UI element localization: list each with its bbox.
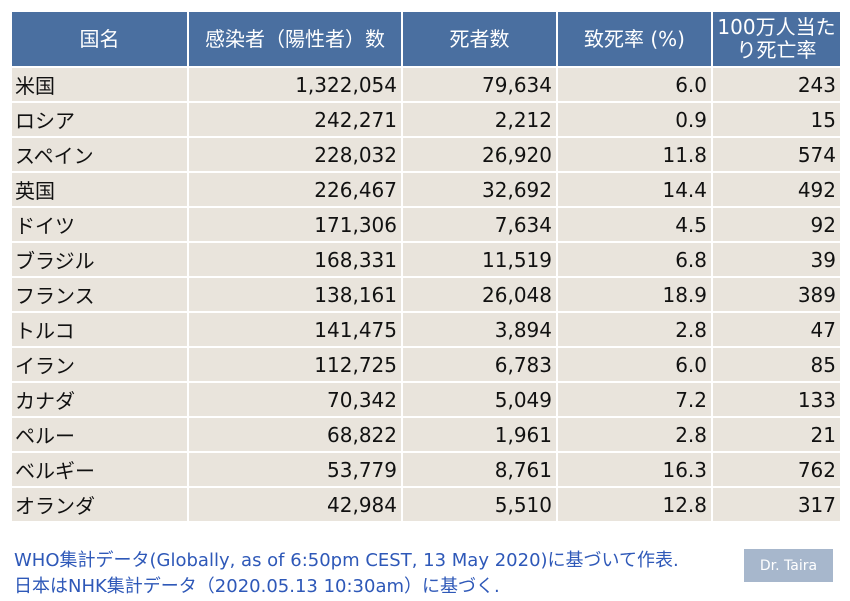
table-row: カナダ 70,342 5,049 7.2 133 — [10, 381, 842, 418]
table-row: ドイツ 171,306 7,634 4.5 92 — [10, 206, 842, 243]
cell-deaths-per-million: 762 — [711, 451, 842, 488]
cell-infected: 68,822 — [187, 416, 403, 453]
cell-fatality-rate: 18.9 — [556, 276, 713, 313]
cell-deaths-per-million: 574 — [711, 136, 842, 173]
header-country: 国名 — [10, 10, 189, 68]
author-badge: Dr. Taira — [744, 549, 833, 582]
cell-deaths: 3,894 — [401, 311, 558, 348]
cell-country: 米国 — [10, 66, 189, 103]
cell-deaths-per-million: 15 — [711, 101, 842, 138]
table-row: オランダ 42,984 5,510 12.8 317 — [10, 486, 842, 523]
cell-deaths: 5,049 — [401, 381, 558, 418]
cell-deaths: 32,692 — [401, 171, 558, 208]
cell-fatality-rate: 11.8 — [556, 136, 713, 173]
table-row: ロシア 242,271 2,212 0.9 15 — [10, 101, 842, 138]
cell-fatality-rate: 2.8 — [556, 311, 713, 348]
cell-deaths-per-million: 243 — [711, 66, 842, 103]
table-row: イラン 112,725 6,783 6.0 85 — [10, 346, 842, 383]
cell-infected: 53,779 — [187, 451, 403, 488]
cell-deaths-per-million: 389 — [711, 276, 842, 313]
cell-deaths: 1,961 — [401, 416, 558, 453]
header-deaths-per-million: 100万人当たり死亡率 — [711, 10, 842, 68]
cell-fatality-rate: 6.0 — [556, 346, 713, 383]
cell-deaths: 6,783 — [401, 346, 558, 383]
cell-country: ペルー — [10, 416, 189, 453]
table-row: スペイン 228,032 26,920 11.8 574 — [10, 136, 842, 173]
cell-fatality-rate: 4.5 — [556, 206, 713, 243]
cell-country: イラン — [10, 346, 189, 383]
cell-deaths: 2,212 — [401, 101, 558, 138]
cell-country: 英国 — [10, 171, 189, 208]
cell-deaths-per-million: 47 — [711, 311, 842, 348]
cell-deaths: 5,510 — [401, 486, 558, 523]
cell-deaths-per-million: 92 — [711, 206, 842, 243]
cell-infected: 138,161 — [187, 276, 403, 313]
cell-infected: 42,984 — [187, 486, 403, 523]
cell-country: オランダ — [10, 486, 189, 523]
cell-fatality-rate: 14.4 — [556, 171, 713, 208]
cell-infected: 171,306 — [187, 206, 403, 243]
cell-fatality-rate: 16.3 — [556, 451, 713, 488]
table-row: ブラジル 168,331 11,519 6.8 39 — [10, 241, 842, 278]
cell-infected: 112,725 — [187, 346, 403, 383]
cell-infected: 70,342 — [187, 381, 403, 418]
cell-infected: 242,271 — [187, 101, 403, 138]
cell-country: ロシア — [10, 101, 189, 138]
cell-deaths-per-million: 39 — [711, 241, 842, 278]
table-row: ペルー 68,822 1,961 2.8 21 — [10, 416, 842, 453]
cell-infected: 226,467 — [187, 171, 403, 208]
cell-fatality-rate: 2.8 — [556, 416, 713, 453]
cell-infected: 168,331 — [187, 241, 403, 278]
cell-country: カナダ — [10, 381, 189, 418]
cell-infected: 141,475 — [187, 311, 403, 348]
cell-country: スペイン — [10, 136, 189, 173]
cell-deaths: 79,634 — [401, 66, 558, 103]
cell-fatality-rate: 6.0 — [556, 66, 713, 103]
cell-fatality-rate: 7.2 — [556, 381, 713, 418]
cell-country: ベルギー — [10, 451, 189, 488]
cell-deaths-per-million: 133 — [711, 381, 842, 418]
cell-country: ドイツ — [10, 206, 189, 243]
table-body: 米国 1,322,054 79,634 6.0 243 ロシア 242,271 2,212 0.… — [10, 66, 842, 523]
cell-deaths-per-million: 85 — [711, 346, 842, 383]
cell-infected: 228,032 — [187, 136, 403, 173]
table-row: 米国 1,322,054 79,634 6.0 243 — [10, 66, 842, 103]
cell-fatality-rate: 12.8 — [556, 486, 713, 523]
cell-infected: 1,322,054 — [187, 66, 403, 103]
header-row: 国名 感染者（陽性者）数 死者数 致死率 (%) 100万人当たり死亡率 — [10, 10, 842, 68]
covid-stats-table: 国名 感染者（陽性者）数 死者数 致死率 (%) 100万人当たり死亡率 米国 1… — [10, 10, 842, 523]
cell-deaths-per-million: 317 — [711, 486, 842, 523]
cell-fatality-rate: 6.8 — [556, 241, 713, 278]
cell-deaths: 8,761 — [401, 451, 558, 488]
cell-deaths: 11,519 — [401, 241, 558, 278]
cell-deaths: 26,920 — [401, 136, 558, 173]
cell-country: トルコ — [10, 311, 189, 348]
footnote-source: WHO集計データ(Globally, as of 6:50pm CEST, 13… — [14, 550, 679, 571]
footnote-japan: 日本はNHK集計データ（2020.05.13 10:30am）に基づく. — [14, 576, 500, 597]
header-fatality-rate: 致死率 (%) — [556, 10, 713, 68]
cell-deaths: 7,634 — [401, 206, 558, 243]
header-infected: 感染者（陽性者）数 — [187, 10, 403, 68]
table-row: ベルギー 53,779 8,761 16.3 762 — [10, 451, 842, 488]
table-row: トルコ 141,475 3,894 2.8 47 — [10, 311, 842, 348]
cell-deaths-per-million: 492 — [711, 171, 842, 208]
cell-deaths-per-million: 21 — [711, 416, 842, 453]
cell-country: フランス — [10, 276, 189, 313]
header-deaths: 死者数 — [401, 10, 558, 68]
cell-deaths: 26,048 — [401, 276, 558, 313]
cell-fatality-rate: 0.9 — [556, 101, 713, 138]
cell-country: ブラジル — [10, 241, 189, 278]
table-row: 英国 226,467 32,692 14.4 492 — [10, 171, 842, 208]
table-row: フランス 138,161 26,048 18.9 389 — [10, 276, 842, 313]
